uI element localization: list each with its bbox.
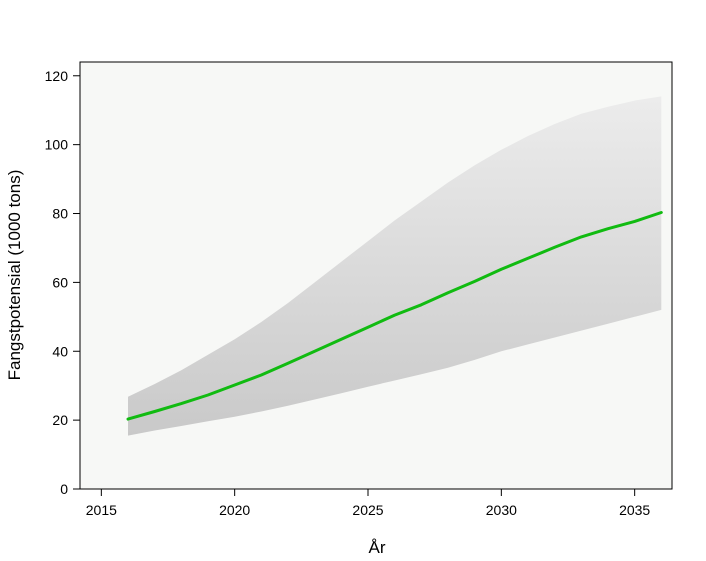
x-tick-label: 2025 [352,502,383,518]
x-axis-title: År [369,538,386,557]
y-tick-label: 120 [45,68,69,84]
x-tick-label: 2015 [86,502,117,518]
projection-line-layer [126,211,663,421]
y-tick-label: 40 [52,343,68,359]
x-tick-label: 2035 [619,502,650,518]
uncertainty-band [128,96,662,436]
uncertainty-band-layer [128,96,662,436]
y-axis-title: Fangstpotensial (1000 tons) [5,170,24,381]
y-tick-label: 80 [52,206,68,222]
x-tick-label: 2020 [219,502,250,518]
y-tick-label: 20 [52,412,68,428]
y-axis: 0 20 40 60 80 100 120 [45,68,80,497]
x-axis: 2015 2020 2025 2030 2035 [86,489,650,518]
projection-line [126,211,663,421]
y-tick-label: 0 [60,481,68,497]
y-tick-label: 100 [45,137,69,153]
plot-frame [79,61,673,490]
y-tick-label: 60 [52,274,68,290]
x-tick-label: 2030 [486,502,517,518]
